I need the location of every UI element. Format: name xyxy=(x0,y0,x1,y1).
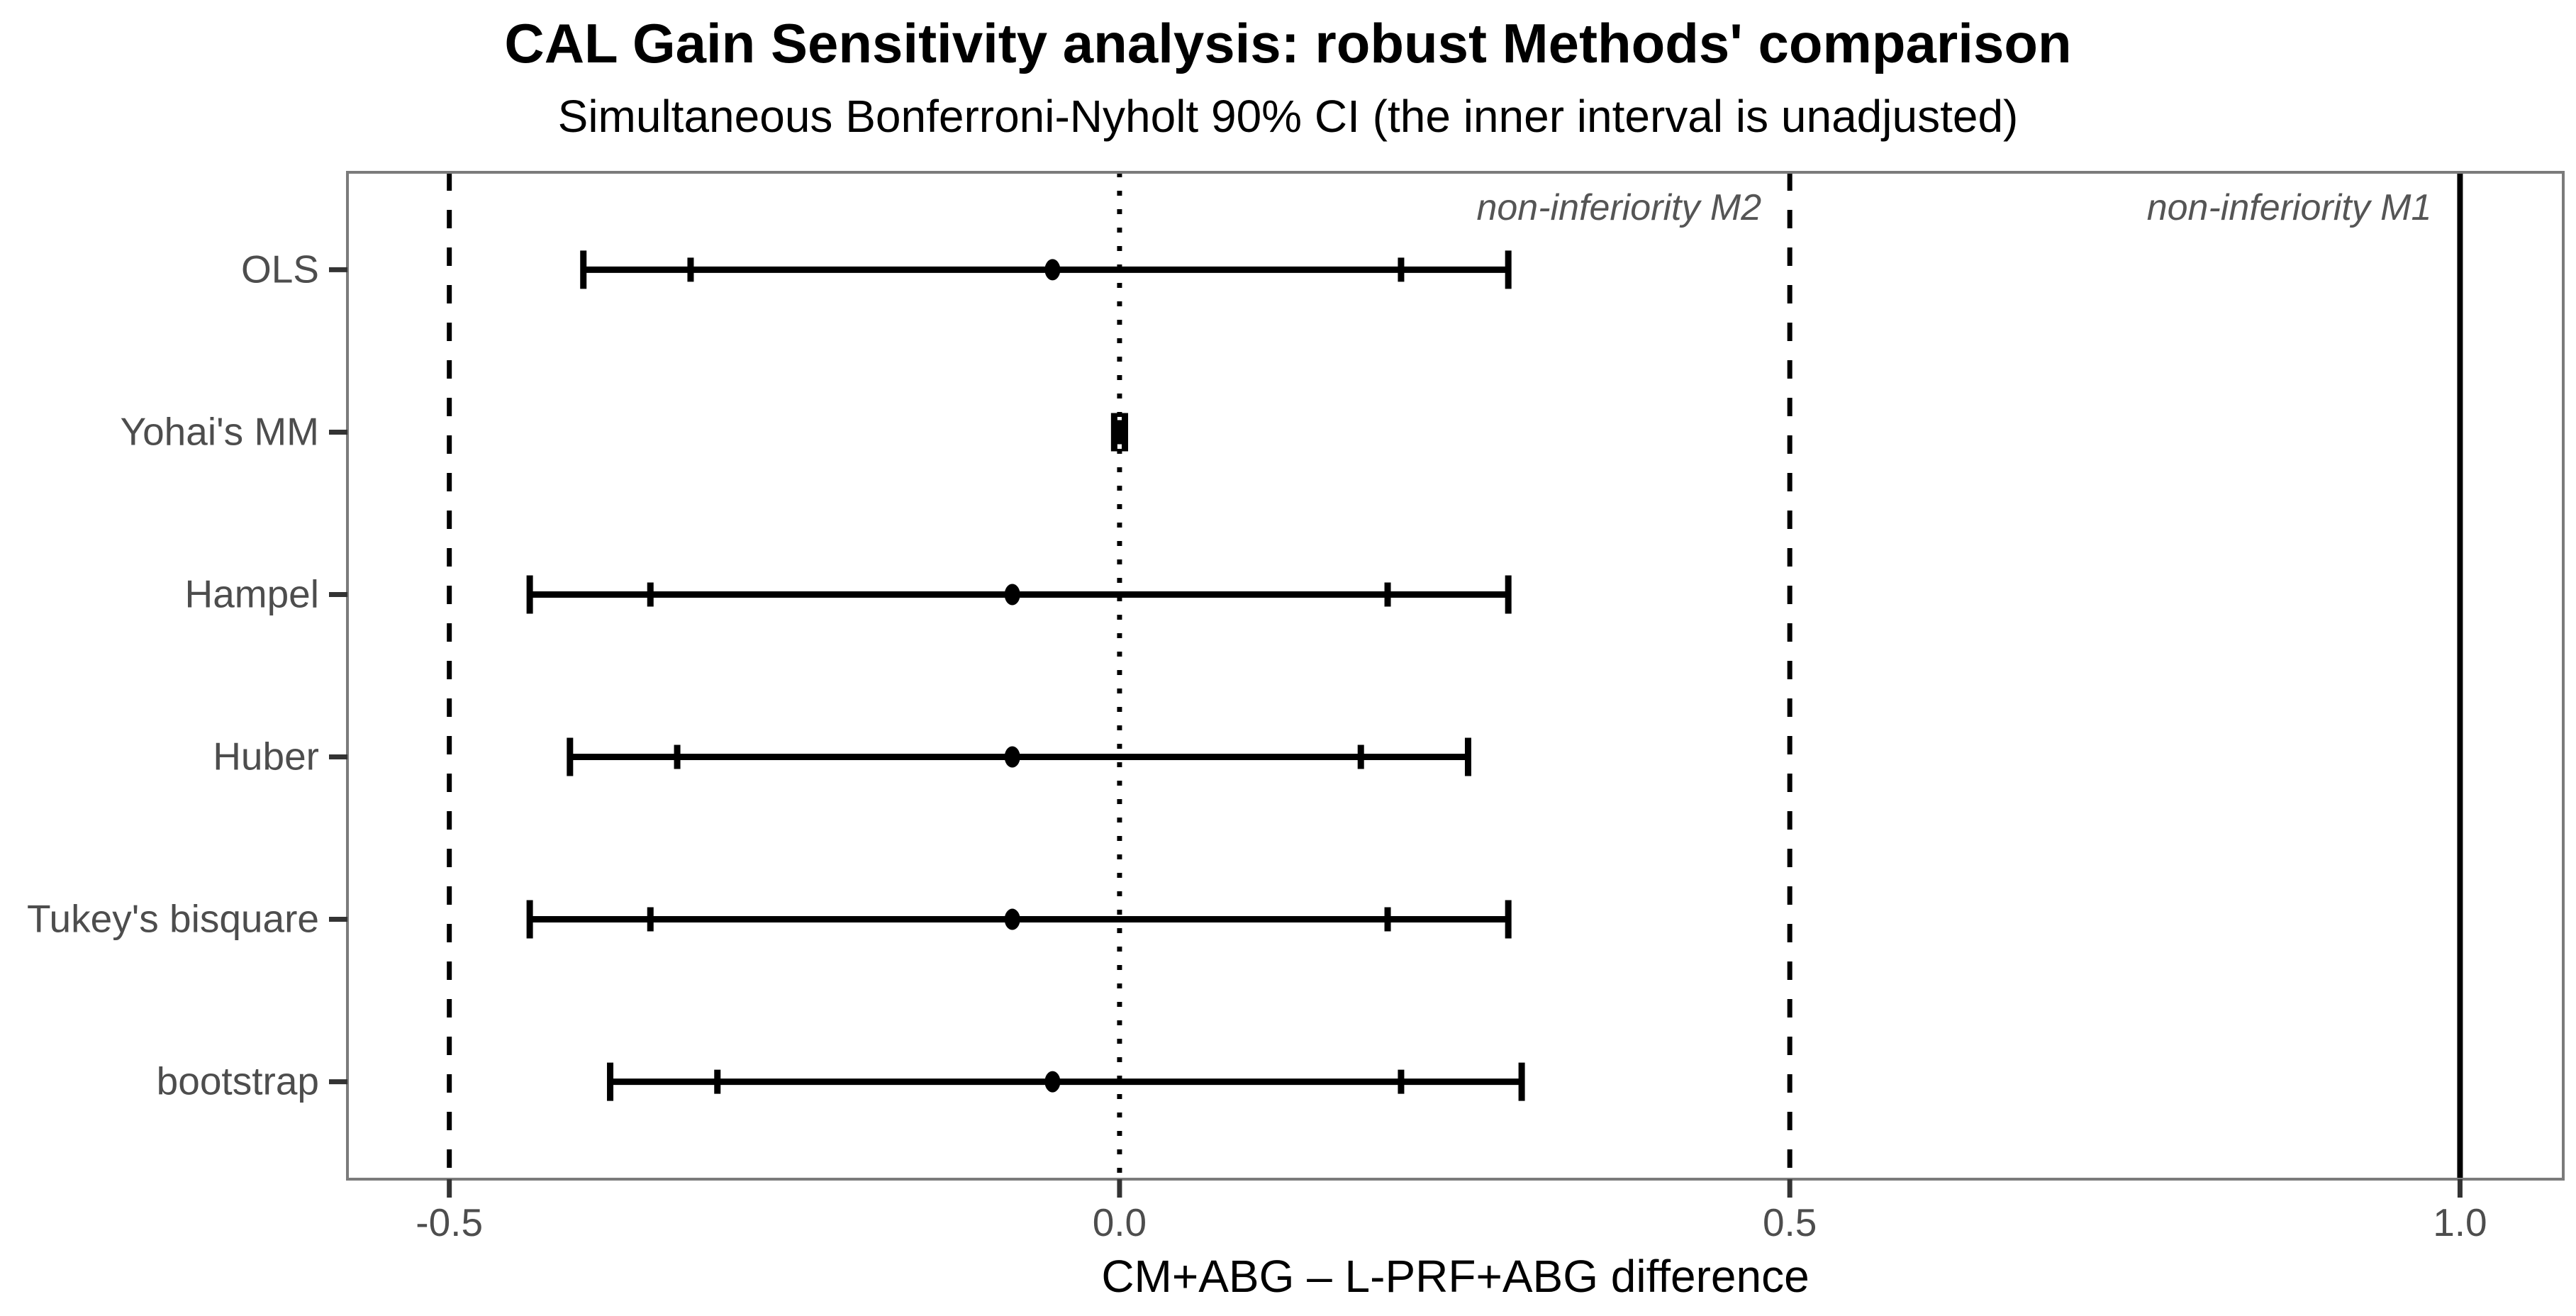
y-axis-label: Tukey's bisquare xyxy=(27,897,319,941)
point-estimate xyxy=(1004,746,1020,768)
panel-border xyxy=(346,171,2565,1181)
x-tick-label: 1.0 xyxy=(2433,1200,2487,1244)
annotation-label: non-inferiority M2 xyxy=(1476,187,1761,228)
y-axis-label: OLS xyxy=(241,247,319,291)
chart-subtitle: Simultaneous Bonferroni-Nyholt 90% CI (t… xyxy=(557,91,2019,142)
point-estimate xyxy=(1111,421,1127,443)
y-axis-label: Hampel xyxy=(184,571,319,615)
y-axis-label: bootstrap xyxy=(157,1059,319,1103)
point-estimate xyxy=(1004,908,1020,930)
chart-title: CAL Gain Sensitivity analysis: robust Me… xyxy=(504,12,2072,74)
x-tick-label: 0.0 xyxy=(1093,1200,1147,1244)
point-estimate xyxy=(1044,1071,1061,1093)
x-tick-label: -0.5 xyxy=(416,1200,483,1244)
y-axis-label: Huber xyxy=(213,735,319,779)
point-estimate xyxy=(1004,584,1020,606)
x-tick-label: 0.5 xyxy=(1763,1200,1817,1244)
x-axis-title: CM+ABG – L-PRF+ABG difference xyxy=(1101,1251,1810,1302)
annotation-label: non-inferiority M1 xyxy=(2147,187,2432,228)
y-axis-label: Yohai's MM xyxy=(120,409,319,453)
point-estimate xyxy=(1044,259,1061,281)
